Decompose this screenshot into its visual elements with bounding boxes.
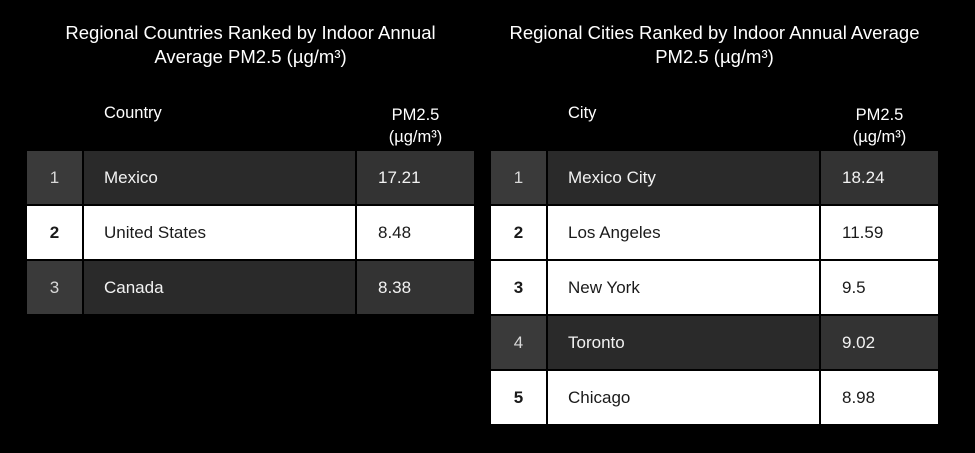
cities-table-body: 1 Mexico City 18.24 2 Los Angeles 11.59 3 New Y…: [491, 151, 938, 426]
name-cell: Mexico City: [548, 151, 819, 204]
rank-cell: 4: [491, 316, 546, 369]
name-cell: New York: [548, 261, 819, 314]
name-cell: Chicago: [548, 371, 819, 424]
rank-cell: 1: [27, 151, 82, 204]
name-cell: Toronto: [548, 316, 819, 369]
value-cell: 8.48: [357, 206, 474, 259]
column-header-pm25: PM2.5 (µg/m³): [357, 104, 474, 148]
value-cell: 9.5: [821, 261, 938, 314]
title-line: Average PM2.5 (µg/m³): [154, 46, 347, 67]
header-line: (µg/m³): [388, 128, 443, 146]
header-line: (µg/m³): [852, 128, 907, 146]
rank-cell: 1: [491, 151, 546, 204]
table-row: 4 Toronto 9.02: [491, 316, 938, 369]
value-cell: 17.21: [357, 151, 474, 204]
name-cell: United States: [84, 206, 355, 259]
column-header-city: City: [568, 104, 597, 122]
column-header-country: Country: [104, 104, 162, 122]
value-cell: 8.98: [821, 371, 938, 424]
name-cell: Canada: [84, 261, 355, 314]
title-line: Regional Countries Ranked by Indoor Annu…: [65, 22, 436, 43]
cities-table-title: Regional Cities Ranked by Indoor Annual …: [471, 21, 958, 69]
countries-table-header: Country PM2.5 (µg/m³): [27, 102, 474, 150]
rank-cell: 2: [491, 206, 546, 259]
title-line: Regional Cities Ranked by Indoor Annual …: [509, 22, 920, 43]
table-row: 1 Mexico City 18.24: [491, 151, 938, 204]
table-row: 2 United States 8.48: [27, 206, 474, 259]
countries-table-title: Regional Countries Ranked by Indoor Annu…: [7, 21, 494, 69]
rank-cell: 3: [491, 261, 546, 314]
title-line: PM2.5 (µg/m³): [655, 46, 774, 67]
value-cell: 18.24: [821, 151, 938, 204]
table-row: 2 Los Angeles 11.59: [491, 206, 938, 259]
countries-table-body: 1 Mexico 17.21 2 United States 8.48 3 Canada 8.3…: [27, 151, 474, 316]
table-row: 3 New York 9.5: [491, 261, 938, 314]
header-line: PM2.5: [855, 106, 904, 124]
header-line: PM2.5: [391, 106, 440, 124]
table-row: 3 Canada 8.38: [27, 261, 474, 314]
name-cell: Mexico: [84, 151, 355, 204]
cities-table-header: City PM2.5 (µg/m³): [491, 102, 938, 150]
rank-cell: 3: [27, 261, 82, 314]
column-header-pm25: PM2.5 (µg/m³): [821, 104, 938, 148]
rank-cell: 5: [491, 371, 546, 424]
table-row: 5 Chicago 8.98: [491, 371, 938, 424]
table-row: 1 Mexico 17.21: [27, 151, 474, 204]
name-cell: Los Angeles: [548, 206, 819, 259]
value-cell: 9.02: [821, 316, 938, 369]
value-cell: 8.38: [357, 261, 474, 314]
rank-cell: 2: [27, 206, 82, 259]
value-cell: 11.59: [821, 206, 938, 259]
